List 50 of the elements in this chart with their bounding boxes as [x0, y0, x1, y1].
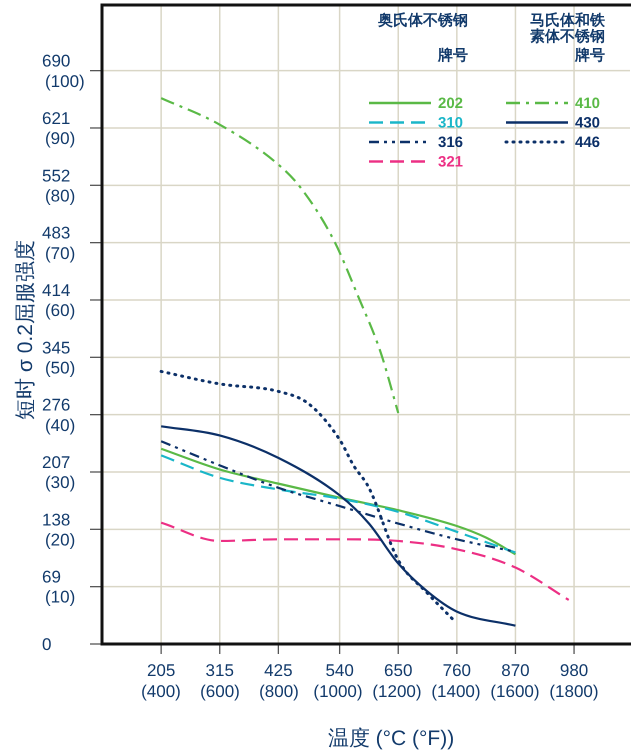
annotation: 马氏体和铁素体不锈钢 — [530, 12, 606, 45]
x2-tick-label: (1000) — [313, 682, 363, 701]
y-tick-label: 69 — [42, 568, 61, 587]
y-tick-label: 207 — [42, 452, 70, 472]
legend-label: 410 — [575, 95, 600, 112]
x-tick-label: 870 — [501, 661, 530, 680]
y-tick-label: 138 — [42, 510, 70, 530]
y2-tick-label: (70) — [45, 244, 76, 263]
annotation: 牌号 — [574, 47, 605, 64]
legend-label: 316 — [438, 134, 464, 151]
legend-label: 310 — [438, 114, 464, 132]
x2-tick-label: (600) — [200, 682, 240, 701]
x2-tick-label: (1200) — [372, 682, 422, 701]
y-axis-title: 短时 σ 0.2屈服强度 — [14, 240, 37, 420]
y-tick-label: 276 — [42, 396, 70, 415]
y2-tick-label: (30) — [45, 473, 76, 492]
y-tick-label: 552 — [42, 166, 70, 186]
legend-label: 202 — [438, 95, 464, 112]
x2-tick-label: (800) — [259, 682, 299, 701]
x2-tick-label: (1400) — [431, 682, 481, 701]
x-tick-label: 425 — [264, 661, 293, 680]
x-tick-label: 760 — [442, 661, 472, 680]
x-tick-label: 540 — [325, 661, 354, 680]
x2-tick-label: (400) — [141, 682, 181, 701]
y2-tick-label: (60) — [45, 301, 76, 320]
legend-label: 446 — [575, 134, 600, 151]
y-tick-label: 345 — [42, 338, 70, 358]
y2-tick-label: (10) — [45, 588, 76, 607]
x2-tick-label: (1800) — [549, 682, 599, 701]
x2-tick-label: (1600) — [490, 682, 540, 701]
x-tick-label: 315 — [206, 661, 234, 680]
x-tick-label: 205 — [146, 661, 176, 680]
legend-label: 321 — [438, 154, 464, 170]
y2-tick-label: (20) — [45, 530, 76, 550]
y-tick-label: 621 — [42, 108, 70, 128]
y2-tick-label: (90) — [45, 129, 76, 148]
x-tick-label: 980 — [560, 661, 588, 680]
y-tick-label: 414 — [42, 280, 70, 300]
annotation: 牌号 — [437, 47, 468, 64]
y2-tick-label: (80) — [45, 186, 76, 206]
y2-tick-label: (50) — [45, 358, 76, 378]
y2-tick-label: (40) — [45, 416, 76, 435]
x-axis-title: 温度 (°C (°F)) — [328, 727, 454, 750]
x-tick-label: 650 — [384, 661, 412, 680]
y2-tick-label: (100) — [45, 72, 85, 91]
y-tick-label: 0 — [42, 635, 52, 654]
annotation: 奥氏体不锈钢 — [377, 12, 468, 29]
y-tick-label: 690 — [42, 52, 70, 71]
legend-label: 430 — [575, 114, 600, 132]
y-tick-label: 483 — [42, 224, 70, 243]
